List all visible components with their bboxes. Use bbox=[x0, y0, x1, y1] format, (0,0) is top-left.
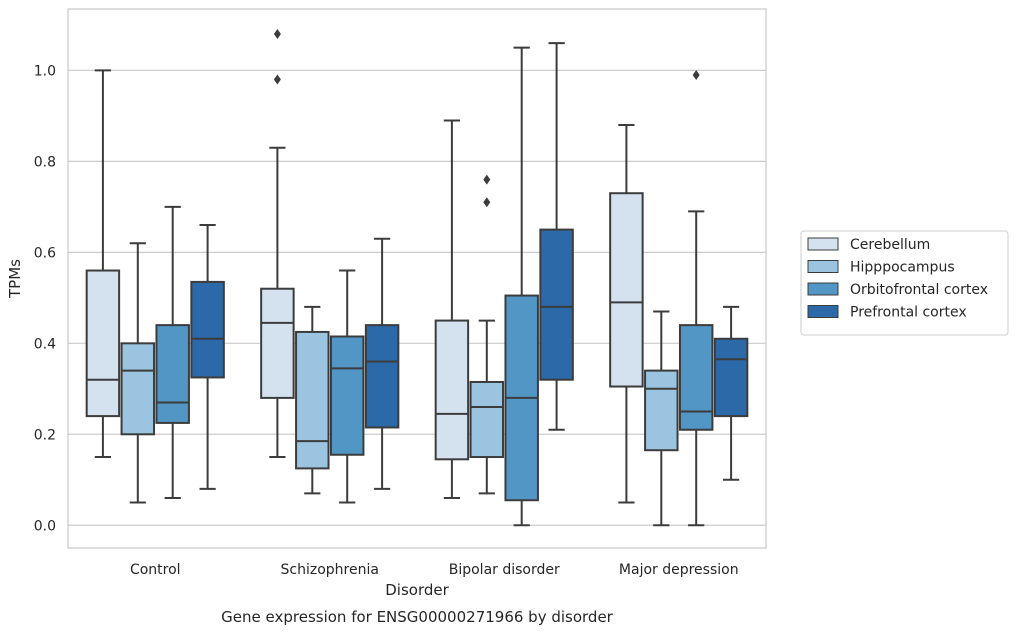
iqr-box bbox=[678, 324, 714, 431]
x-tick-label-major-depression: Major depression bbox=[619, 562, 739, 578]
outlier-marker bbox=[273, 74, 281, 85]
x-tick-label-bipolar-disorder: Bipolar disorder bbox=[449, 562, 560, 578]
legend-label: Prefrontal cortex bbox=[850, 305, 967, 321]
iqr-box bbox=[120, 342, 156, 436]
y-tick-label: 1.0 bbox=[34, 63, 56, 79]
box-bipolar-disorder-cerebellum bbox=[434, 119, 470, 499]
legend-swatch bbox=[807, 237, 839, 251]
y-tick-label: 0.4 bbox=[34, 336, 56, 352]
box-control-prefrontal-cortex bbox=[190, 224, 225, 490]
y-tick-label: 0.0 bbox=[34, 518, 56, 534]
legend-item-prefrontal-cortex: Prefrontal cortex bbox=[807, 305, 967, 321]
iqr-box bbox=[295, 330, 330, 470]
outlier-marker bbox=[692, 69, 700, 80]
box-schizophrenia-prefrontal-cortex bbox=[364, 237, 400, 490]
legend-item-orbitofrontal-cortex: Orbitofrontal cortex bbox=[807, 282, 988, 298]
box-control-hipppocampus bbox=[120, 242, 156, 504]
iqr-box bbox=[469, 380, 505, 459]
outlier-marker bbox=[273, 29, 281, 40]
legend-swatch bbox=[807, 282, 839, 296]
iqr-box bbox=[644, 369, 679, 452]
legend-swatch bbox=[807, 260, 839, 273]
box-major-depression-cerebellum bbox=[609, 123, 644, 504]
legend-label: Cerebellum bbox=[850, 237, 930, 253]
iqr-box bbox=[364, 324, 400, 429]
legend-frame bbox=[800, 230, 1009, 336]
iqr-box bbox=[609, 192, 644, 388]
iqr-box bbox=[85, 269, 121, 418]
y-tick-label: 0.2 bbox=[34, 427, 56, 443]
outlier-marker bbox=[483, 174, 491, 185]
legend-item-hipppocampus: Hipppocampus bbox=[807, 260, 955, 276]
box-schizophrenia-cerebellum bbox=[260, 29, 295, 459]
iqr-box bbox=[434, 319, 470, 461]
chart-title: Gene expression for ENSG00000271966 by d… bbox=[221, 608, 614, 626]
legend: Cerebellum Hipppocampus Orbitofrontal cort… bbox=[800, 230, 1009, 336]
box-control-cerebellum bbox=[85, 69, 121, 459]
y-tick-label: 0.6 bbox=[34, 245, 56, 261]
iqr-box bbox=[260, 287, 295, 399]
legend-label: Hipppocampus bbox=[850, 260, 955, 276]
boxes-layer bbox=[85, 29, 749, 527]
iqr-box bbox=[190, 280, 225, 379]
box-major-depression-prefrontal-cortex bbox=[713, 305, 749, 481]
x-tick-label-control: Control bbox=[130, 562, 181, 578]
legend-label: Orbitofrontal cortex bbox=[850, 282, 988, 298]
box-major-depression-hipppocampus bbox=[644, 310, 679, 527]
legend-swatch bbox=[807, 305, 839, 318]
iqr-box bbox=[329, 335, 365, 456]
iqr-box bbox=[713, 337, 749, 418]
y-tick-label: 0.8 bbox=[34, 154, 56, 170]
x-axis-label: Disorder bbox=[385, 581, 449, 599]
box-bipolar-disorder-orbitofrontal-cortex bbox=[504, 46, 539, 527]
x-tick-label-schizophrenia: Schizophrenia bbox=[281, 562, 379, 578]
legend-item-cerebellum: Cerebellum bbox=[807, 237, 930, 253]
y-tick-labels: 0.0 0.2 0.4 0.6 0.8 1.0 bbox=[34, 63, 56, 534]
box-bipolar-disorder-hipppocampus bbox=[469, 174, 505, 495]
iqr-box bbox=[539, 228, 574, 381]
plot-frame bbox=[67, 8, 767, 549]
box-bipolar-disorder-prefrontal-cortex bbox=[539, 42, 574, 431]
box-control-orbitofrontal-cortex bbox=[155, 205, 190, 499]
y-axis-label: TPMs bbox=[6, 259, 24, 299]
outlier-marker bbox=[483, 197, 491, 208]
box-schizophrenia-hipppocampus bbox=[295, 305, 330, 495]
iqr-box bbox=[155, 324, 190, 424]
box-schizophrenia-orbitofrontal-cortex bbox=[329, 269, 365, 504]
x-tick-labels: Control Schizophrenia Bipolar disorder Majo… bbox=[130, 562, 739, 578]
box-major-depression-orbitofrontal-cortex bbox=[678, 69, 714, 527]
